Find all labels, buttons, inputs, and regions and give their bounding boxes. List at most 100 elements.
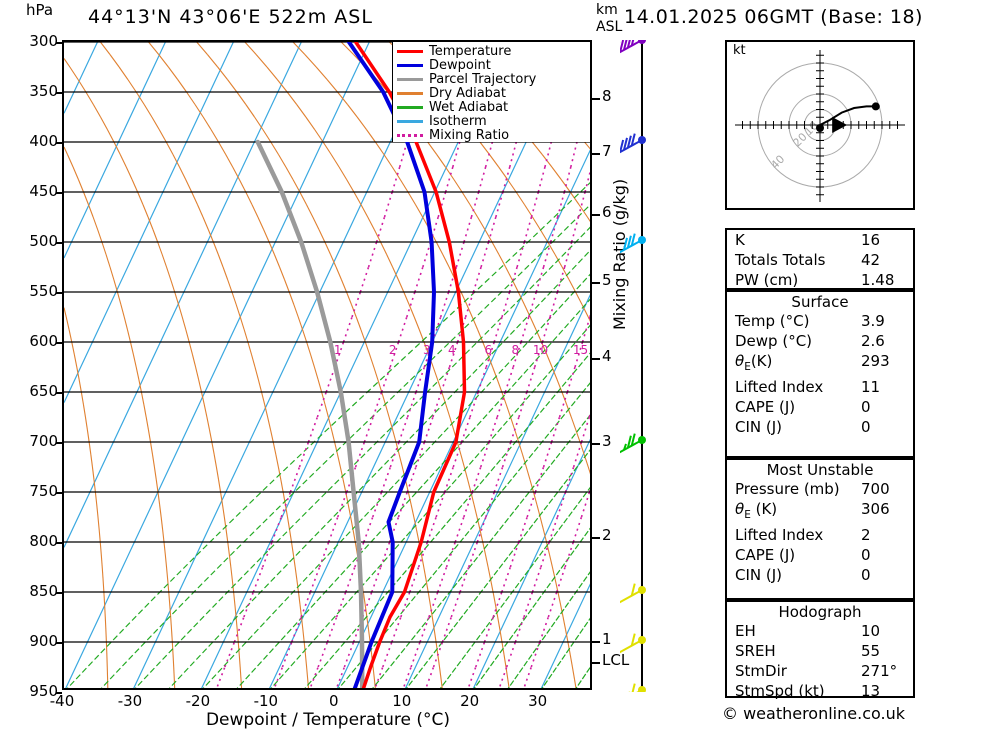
- info-label: CAPE (J): [735, 546, 796, 564]
- wind-barb-column: [611, 33, 690, 704]
- info-value: 42: [861, 251, 881, 269]
- info-row: θE(K) 293: [727, 351, 913, 377]
- altitude-tick-label: 2: [602, 525, 612, 544]
- pressure-tick-label: 700: [29, 432, 58, 450]
- altitude-tick-mark: [592, 282, 600, 285]
- info-label: EH: [735, 622, 756, 640]
- page-title: 44°13'N 43°06'E 522m ASL: [88, 6, 373, 28]
- info-value: 0: [861, 398, 871, 416]
- info-label: CAPE (J): [735, 398, 796, 416]
- info-value: 306: [861, 500, 890, 518]
- lcl-label: LCL: [602, 651, 630, 669]
- skewt-diagram: 1 2 3 4 6 8 10 15: [62, 40, 592, 690]
- pressure-tick-mark: [56, 592, 62, 594]
- altitude-tick-label: 5: [602, 271, 612, 290]
- info-label: Pressure (mb): [735, 480, 840, 498]
- pressure-tick-mark: [56, 542, 62, 544]
- svg-text:10: 10: [533, 343, 548, 357]
- legend-swatch-icon: [397, 119, 423, 123]
- info-value: 2: [861, 526, 871, 544]
- pressure-tick-label: 600: [29, 332, 58, 350]
- panel-title: Most Unstable: [766, 461, 874, 479]
- info-value: 0: [861, 418, 871, 436]
- legend-swatch-icon: [397, 91, 423, 95]
- info-row: CAPE (J) 0: [727, 545, 913, 565]
- wind-barb: [618, 433, 646, 454]
- info-row: StmDir 271°: [727, 661, 913, 681]
- pressure-tick-label: 800: [29, 532, 58, 550]
- info-value: 13: [861, 682, 881, 700]
- info-label: Lifted Index: [735, 526, 824, 544]
- info-value: 2.6: [861, 332, 885, 350]
- surface-panel: Surface Temp (°C) 3.9 Dewp (°C) 2.6 θE(K) 293 L…: [725, 290, 915, 458]
- altitude-axis: 1 2 3 4 5 6 7 8 LCL: [592, 40, 652, 692]
- pressure-tick-mark: [56, 42, 62, 44]
- hodograph-stats-panel: Hodograph EH 10 SREH 55 StmDir 271° StmSpd (kt)…: [725, 600, 915, 700]
- info-label: Lifted Index: [735, 378, 824, 396]
- pressure-tick-label: 550: [29, 282, 58, 300]
- legend-swatch-icon: [397, 105, 423, 109]
- wind-barb: [618, 233, 646, 254]
- legend-swatch-icon: [397, 133, 423, 137]
- info-value: 0: [861, 546, 871, 564]
- legend-swatch-icon: [397, 77, 423, 81]
- svg-text:4: 4: [448, 343, 456, 357]
- altitude-tick-mark: [592, 640, 600, 643]
- pressure-tick-label: 900: [29, 632, 58, 650]
- pressure-tick-mark: [56, 492, 62, 494]
- info-row: Pressure (mb) 700: [727, 479, 913, 499]
- info-row: Dewp (°C) 2.6: [727, 331, 913, 351]
- panel-title: Surface: [791, 293, 849, 311]
- info-label: CIN (J): [735, 566, 783, 584]
- altitude-tick-mark: [592, 97, 600, 100]
- pressure-axis: 300 350 400 450 500 550 600 650 700 750 800 850 900 9…: [0, 34, 62, 699]
- wind-barb-svg: [611, 33, 646, 704]
- info-value: 0: [861, 566, 871, 584]
- info-row: CIN (J) 0: [727, 417, 913, 437]
- info-label: θE (K): [735, 500, 778, 521]
- copyright-notice: © weatheronline.co.uk: [722, 704, 905, 723]
- x-axis-title: Dewpoint / Temperature (°C): [205, 710, 451, 730]
- info-label: StmDir: [735, 662, 787, 680]
- pressure-tick-label: 850: [29, 582, 58, 600]
- info-value: 55: [861, 642, 881, 660]
- pressure-tick-label: 400: [29, 132, 58, 150]
- pressure-tick-mark: [56, 392, 62, 394]
- pressure-tick-mark: [56, 292, 62, 294]
- chart-legend: Temperature Dewpoint Parcel Trajectory Dry …: [392, 42, 590, 142]
- info-row: Lifted Index 11: [727, 377, 913, 397]
- altitude-tick-label: 6: [602, 202, 612, 221]
- info-row: K 16: [727, 230, 913, 250]
- info-row: Totals Totals 42: [727, 250, 913, 270]
- info-row: CIN (J) 0: [727, 565, 913, 585]
- indices-panel: K 16 Totals Totals 42 PW (cm) 1.48: [725, 228, 915, 290]
- info-label: K: [735, 231, 745, 249]
- hodograph-ring-label: 40: [768, 153, 787, 172]
- altitude-tick-mark: [592, 536, 600, 539]
- pressure-tick-mark: [56, 92, 62, 94]
- info-label: Dewp (°C): [735, 332, 813, 350]
- legend-label: Dewpoint: [429, 57, 491, 73]
- info-label: SREH: [735, 642, 776, 660]
- temperature-tick-label: 0: [329, 692, 339, 710]
- info-row: SREH 55: [727, 641, 913, 661]
- pressure-tick-mark: [56, 142, 62, 144]
- legend-label: Isotherm: [429, 113, 487, 129]
- temperature-tick-label: -10: [253, 692, 279, 710]
- pressure-unit-label: hPa: [26, 1, 54, 19]
- altitude-tick-label: 7: [602, 141, 612, 160]
- legend-swatch-icon: [397, 49, 423, 53]
- legend-item: Dewpoint: [397, 58, 590, 72]
- info-value: 10: [861, 622, 881, 640]
- hodograph-panel: kt 10 20 40: [725, 40, 915, 210]
- pressure-tick-mark: [56, 692, 62, 694]
- asl-unit-label: ASL: [596, 19, 623, 35]
- altitude-tick-label: 8: [602, 86, 612, 105]
- info-row: EH 10: [727, 621, 913, 641]
- info-value: 16: [861, 231, 881, 249]
- lcl-tick-mark: [592, 662, 600, 664]
- legend-item: Isotherm: [397, 114, 590, 128]
- svg-text:8: 8: [511, 343, 519, 357]
- info-label: θE(K): [735, 352, 773, 373]
